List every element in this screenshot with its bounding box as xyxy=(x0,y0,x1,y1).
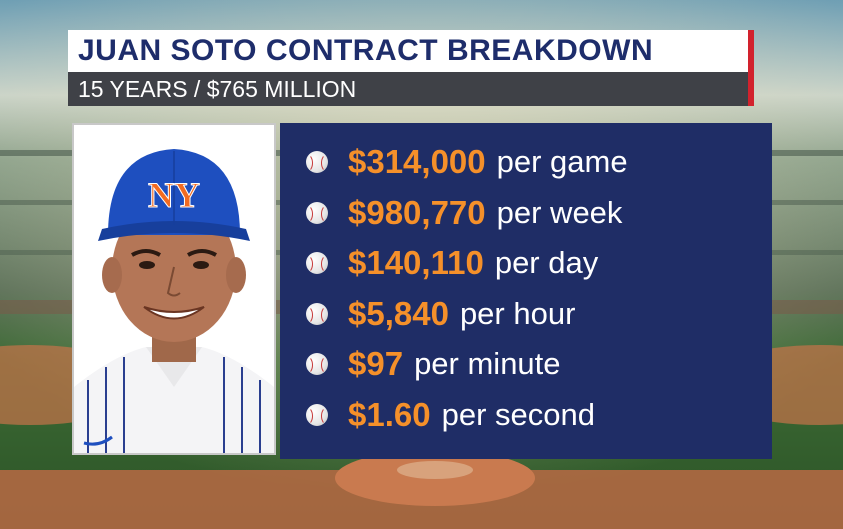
stat-amount: $980,770 xyxy=(348,193,486,231)
stats-panel: $314,000 per game $980,770 per week $140… xyxy=(280,123,772,459)
stat-amount: $140,110 xyxy=(348,244,484,282)
stat-amount: $314,000 xyxy=(348,143,486,181)
player-photo: NY xyxy=(72,123,276,455)
stat-row-hour: $5,840 per hour xyxy=(280,289,772,340)
stat-unit: per second xyxy=(441,396,595,432)
stat-row-day: $140,110 per day xyxy=(280,238,772,289)
stat-unit: per minute xyxy=(414,346,561,382)
page-title: JUAN SOTO CONTRACT BREAKDOWN xyxy=(78,34,654,67)
baseball-icon xyxy=(306,353,328,376)
stat-row-game: $314,000 per game xyxy=(280,137,772,188)
player-illustration: NY xyxy=(74,125,274,453)
subtitle-bar: 15 YEARS / $765 MILLION xyxy=(68,72,754,106)
stat-row-second: $1.60 per second xyxy=(280,390,772,441)
stat-unit: per game xyxy=(496,144,628,180)
baseball-icon xyxy=(306,151,328,174)
stat-unit: per hour xyxy=(459,295,576,331)
baseball-icon xyxy=(306,403,328,426)
stat-row-week: $980,770 per week xyxy=(280,188,772,239)
stat-amount: $1.60 xyxy=(348,395,431,433)
stat-row-minute: $97 per minute xyxy=(280,339,772,390)
stat-amount: $5,840 xyxy=(348,294,449,332)
baseball-icon xyxy=(306,252,328,275)
title-bar: JUAN SOTO CONTRACT BREAKDOWN xyxy=(68,30,754,72)
stat-unit: per day xyxy=(494,245,599,281)
stat-unit: per week xyxy=(496,194,623,230)
stat-amount: $97 xyxy=(348,345,404,383)
baseball-icon xyxy=(306,302,328,325)
baseball-icon xyxy=(306,201,328,224)
page-subtitle: 15 YEARS / $765 MILLION xyxy=(78,75,357,102)
cap-logo-text: NY xyxy=(148,175,200,215)
